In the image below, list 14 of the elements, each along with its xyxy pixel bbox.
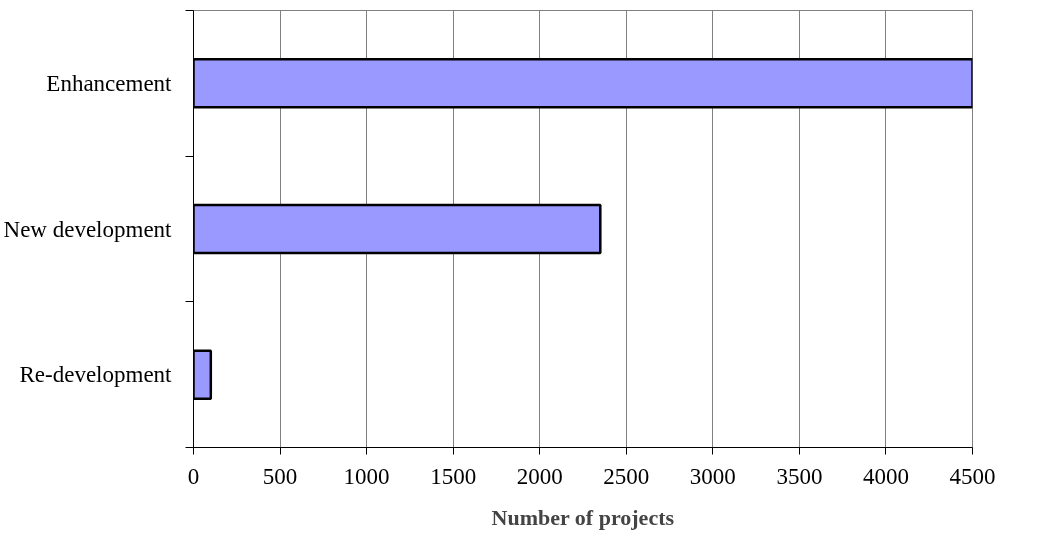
x-tick-label: 0	[187, 463, 200, 489]
y-tick-label: Enhancement	[46, 70, 173, 96]
x-tick-label: 2000	[516, 463, 563, 489]
y-tick-label: New development	[3, 216, 173, 242]
x-tick-label: 3500	[776, 463, 823, 489]
x-tick-label: 500	[262, 463, 298, 489]
x-tick-label: 1000	[343, 463, 390, 489]
x-tick-label: 4500	[949, 463, 996, 489]
x-tick-label: 2500	[603, 463, 650, 489]
x-tick-label: 1500	[430, 463, 477, 489]
x-tick-label: 4000	[862, 463, 909, 489]
y-tick-label: Re-development	[19, 362, 173, 388]
x-axis-title: Number of projects	[491, 504, 675, 530]
x-tick-label: 3000	[689, 463, 736, 489]
